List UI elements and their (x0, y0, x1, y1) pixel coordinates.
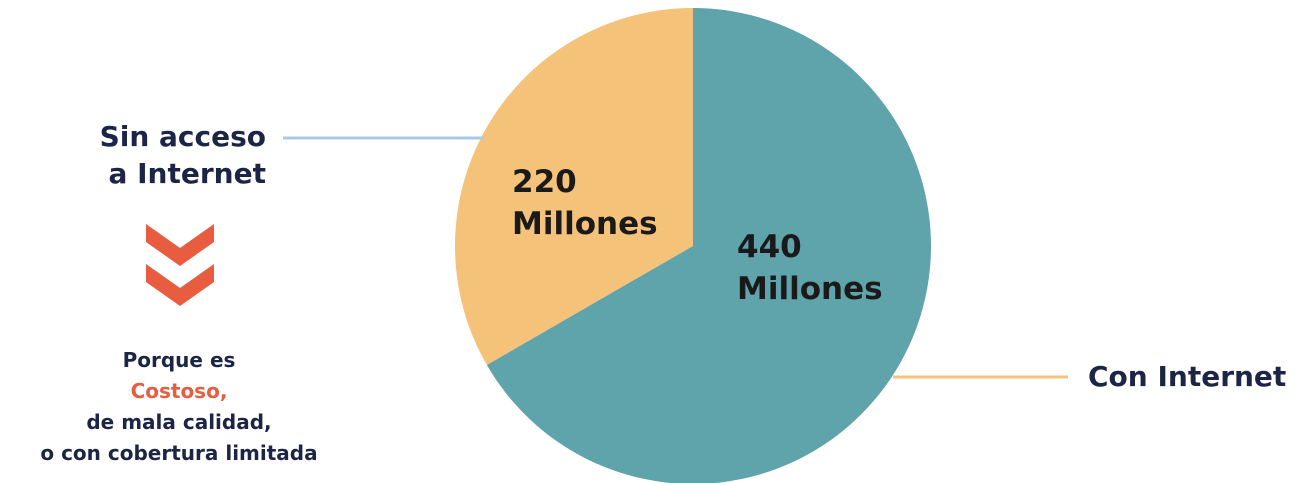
reason-line-4: o con cobertura limitada (40, 441, 318, 465)
double-chevron-down-icon (146, 224, 214, 306)
reason-text: Porque es Costoso, de mala calidad, o co… (0, 345, 358, 469)
reason-line-3: de mala calidad, (86, 410, 272, 434)
slice-labels: 220 Millones 440 Millones (512, 164, 883, 307)
slice-value-label-sin-acceso-a-internet: 220 Millones (512, 164, 658, 242)
legend-label-con-internet: Con Internet (1088, 360, 1287, 393)
pie-slices (455, 8, 931, 483)
reason-line-2-highlight: Costoso, (130, 379, 228, 403)
slice-value-label-con-internet: 440 Millones (737, 229, 883, 307)
chevron-down-icon (146, 264, 214, 306)
reason-line-1: Porque es (122, 348, 236, 372)
chevron-down-icon (146, 224, 214, 266)
pie-slice-con-internet (486, 8, 931, 483)
legend-label-sin-acceso-line2: a Internet (108, 157, 267, 190)
legend-label-sin-acceso: Sin acceso a Internet (40, 118, 266, 192)
legend-label-sin-acceso-line1: Sin acceso (99, 120, 266, 153)
pie-slice-sin-acceso-a-internet (455, 8, 693, 365)
